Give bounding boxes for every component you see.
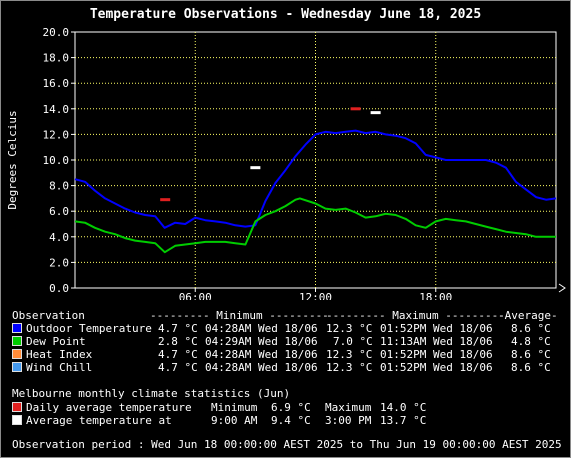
average-temp-marker bbox=[250, 166, 261, 170]
legend-avg: 8.6 °C bbox=[511, 348, 551, 361]
x-tick-label: 12:00 bbox=[299, 291, 332, 300]
series-line-outdoor-temperature bbox=[74, 129, 557, 229]
legend-min: 4.7 °C bbox=[158, 361, 198, 374]
legend-label: Wind Chill bbox=[26, 361, 93, 374]
y-axis-label: Degrees Celcius bbox=[6, 110, 19, 209]
daily-average-marker bbox=[160, 198, 171, 202]
daily-max-value: 14.0 °C bbox=[380, 401, 427, 414]
average-temp-time-2: 3:00 PM bbox=[325, 414, 372, 427]
average-temp-swatch bbox=[12, 415, 22, 425]
legend-swatch bbox=[12, 349, 22, 359]
y-tick-label: 16.0 bbox=[43, 77, 70, 90]
legend-avg: 8.6 °C bbox=[511, 361, 551, 374]
x-tick-label: 06:00 bbox=[179, 291, 212, 300]
y-tick-label: 20.0 bbox=[43, 26, 70, 39]
legend-swatch bbox=[12, 336, 22, 346]
legend-label: Heat Index bbox=[26, 348, 93, 361]
y-tick-label: 2.0 bbox=[49, 256, 69, 269]
legend-max-time: 01:52PM Wed 18/06 bbox=[380, 348, 493, 361]
legend-swatch bbox=[12, 323, 22, 333]
legend-swatch bbox=[12, 362, 22, 372]
legend-label: Outdoor Temperature bbox=[26, 322, 152, 335]
average-temp-time-1: 9:00 AM bbox=[211, 414, 258, 427]
climate-heading: Melbourne monthly climate statistics (Ju… bbox=[12, 387, 291, 400]
legend-min: 4.7 °C bbox=[158, 322, 198, 335]
y-tick-label: 18.0 bbox=[43, 52, 70, 65]
legend-min: 4.7 °C bbox=[158, 348, 198, 361]
legend-max-time: 01:52PM Wed 18/06 bbox=[380, 322, 493, 335]
x-axis-arrow bbox=[558, 283, 566, 293]
y-tick-label: 6.0 bbox=[49, 205, 69, 218]
chart-title: Temperature Observations - Wednesday Jun… bbox=[89, 7, 482, 22]
average-temp-marker bbox=[370, 111, 381, 115]
legend-min-time: 04:28AM Wed 18/06 bbox=[205, 361, 318, 374]
legend-min-time: 04:28AM Wed 18/06 bbox=[205, 348, 318, 361]
legend-min-time: 04:28AM Wed 18/06 bbox=[205, 322, 318, 335]
y-tick-label: 8.0 bbox=[49, 180, 69, 193]
daily-average-swatch bbox=[12, 402, 22, 412]
legend-max: 12.3 °C bbox=[326, 361, 373, 374]
average-temp-value-2: 13.7 °C bbox=[380, 414, 427, 427]
legend-max: 12.3 °C bbox=[326, 322, 373, 335]
legend-min: 2.8 °C bbox=[158, 335, 198, 348]
legend-header-maximum: --------- Maximum --------- bbox=[326, 309, 505, 322]
series-line-dew-point bbox=[74, 197, 556, 254]
legend-max: 12.3 °C bbox=[326, 348, 373, 361]
legend-header-average: -Average- bbox=[498, 309, 558, 322]
legend-min-time: 04:29AM Wed 18/06 bbox=[205, 335, 318, 348]
legend-header-minimum: --------- Minimum --------- bbox=[150, 309, 329, 322]
daily-average-marker bbox=[350, 107, 361, 111]
y-tick-label: 14.0 bbox=[43, 103, 70, 116]
legend-max: 7.0 °C bbox=[333, 335, 373, 348]
daily-min-value: 6.9 °C bbox=[271, 401, 311, 414]
legend-avg: 4.8 °C bbox=[511, 335, 551, 348]
legend-header-observation: Observation bbox=[12, 309, 85, 322]
daily-average-label: Daily average temperature bbox=[26, 401, 192, 414]
observation-period: Observation period : Wed Jun 18 00:00:00… bbox=[12, 438, 562, 451]
y-tick-label: 12.0 bbox=[43, 128, 70, 141]
legend-label: Dew Point bbox=[26, 335, 86, 348]
daily-max-label: Maximum bbox=[325, 401, 372, 414]
y-tick-label: 10.0 bbox=[43, 154, 70, 167]
x-tick-label: 18:00 bbox=[419, 291, 452, 300]
legend-avg: 8.6 °C bbox=[511, 322, 551, 335]
y-tick-label: 0.0 bbox=[49, 282, 69, 295]
average-temp-label: Average temperature at bbox=[26, 414, 172, 427]
temperature-chart: 0.0 2.0 4.0 6.0 8.0 10.0 12.0 14.0 16.0 18.0 20.0 0… bbox=[6, 26, 566, 300]
legend-max-time: 11:13AM Wed 18/06 bbox=[380, 335, 493, 348]
daily-min-label: Minimum bbox=[211, 401, 258, 414]
legend-max-time: 01:52PM Wed 18/06 bbox=[380, 361, 493, 374]
average-temp-value-1: 9.4 °C bbox=[271, 414, 311, 427]
y-tick-label: 4.0 bbox=[49, 231, 69, 244]
